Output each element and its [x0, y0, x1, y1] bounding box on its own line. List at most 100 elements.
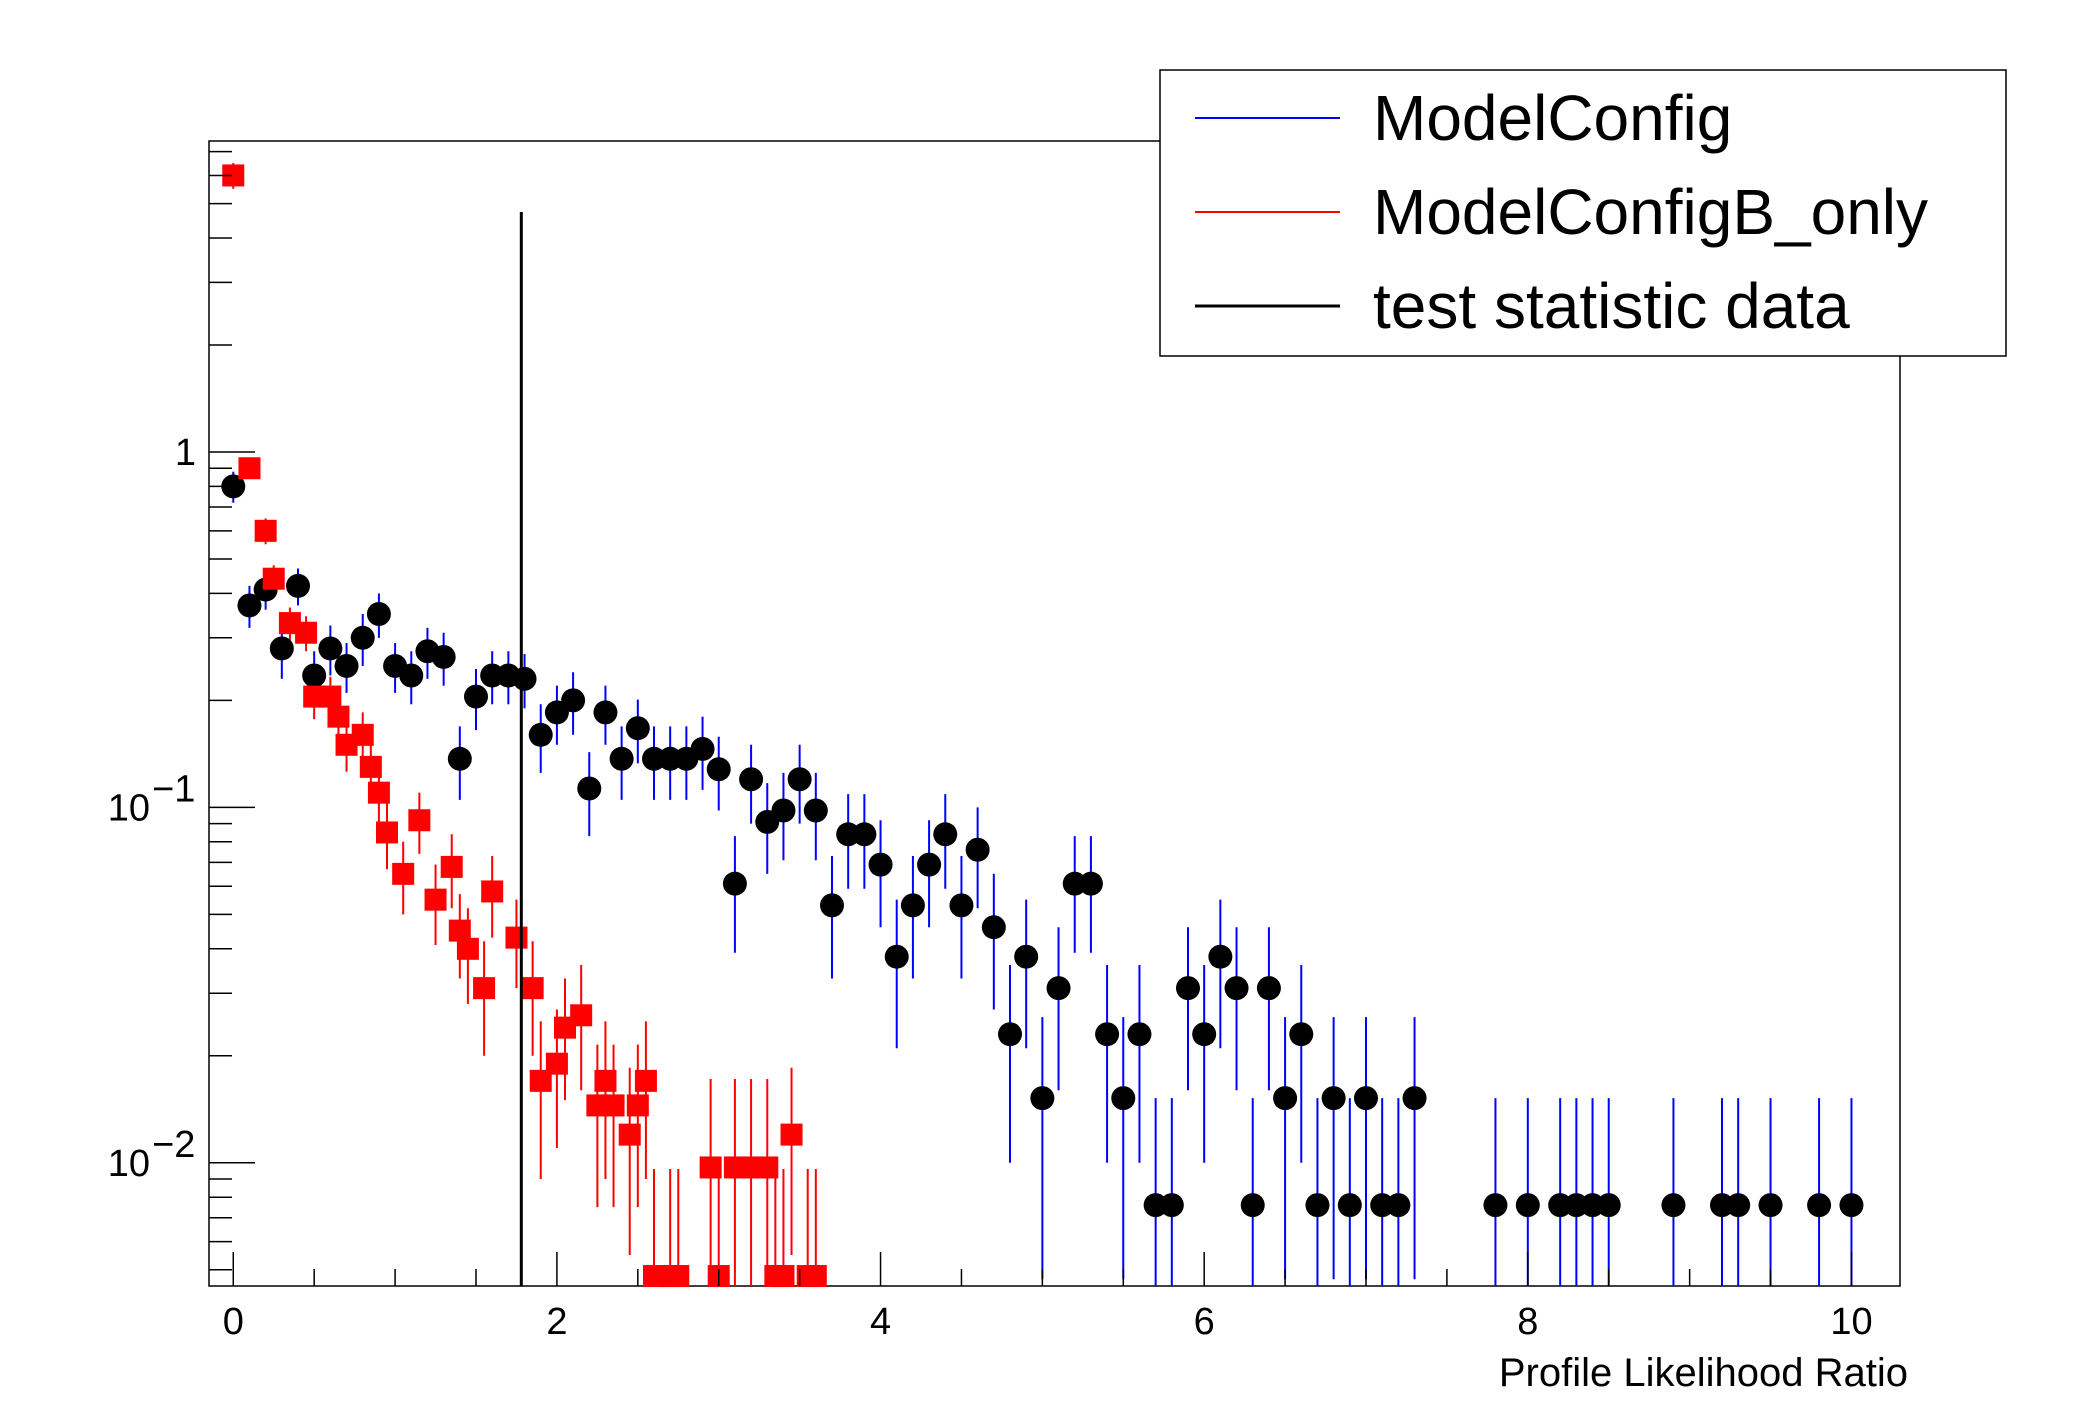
modelconfig-point — [1807, 1193, 1832, 1218]
modelconfig-point — [577, 776, 602, 801]
y-tick-exponent: −1 — [152, 768, 195, 810]
modelconfig-point — [949, 893, 974, 918]
modelconfig-point — [350, 625, 375, 650]
modelconfig-point — [1354, 1086, 1378, 1111]
modelconfig-point — [286, 573, 310, 598]
x-tick-label: 2 — [546, 1301, 567, 1343]
modelconfig-point — [722, 871, 747, 896]
y-tick-label: 10 — [108, 1143, 150, 1185]
modelconfig-point — [609, 746, 634, 771]
x-axis: 0 2 4 6 8 10 — [223, 1252, 1873, 1343]
modelconfig-point — [1208, 944, 1233, 969]
modelconfig-point — [561, 688, 586, 713]
modelconfig-point — [431, 644, 456, 669]
modelconfigb-only-point — [351, 723, 374, 746]
modelconfig-point — [739, 767, 764, 792]
modelconfigb-only-point — [521, 977, 544, 1000]
modelconfig-point — [1402, 1086, 1427, 1111]
modelconfig-point — [868, 852, 893, 877]
x-tick-label: 6 — [1194, 1301, 1215, 1343]
modelconfig-point — [1224, 976, 1249, 1001]
modelconfigb-only-point — [408, 809, 431, 832]
modelconfig-point — [706, 757, 731, 782]
modelconfigb-only-point — [456, 937, 479, 960]
modelconfig-point — [900, 893, 925, 918]
modelconfigb-only-point — [602, 1094, 625, 1117]
modelconfig-point — [1386, 1193, 1411, 1218]
modelconfigb-only-point — [392, 862, 415, 885]
modelconfig-point — [1483, 1193, 1508, 1218]
modelconfig-point — [884, 944, 909, 969]
legend: ModelConfig ModelConfigB_only test stati… — [1159, 69, 2007, 357]
modelconfig-point — [1305, 1193, 1330, 1218]
modelconfig-point — [1127, 1022, 1152, 1047]
modelconfigb-only-point — [570, 1004, 593, 1027]
modelconfigb-only-point — [618, 1123, 641, 1146]
modelconfig-point — [1321, 1086, 1346, 1111]
modelconfig-point — [917, 852, 942, 877]
modelconfig-point — [237, 593, 262, 618]
modelconfig-point — [221, 474, 246, 499]
modelconfig-point — [593, 700, 618, 725]
modelconfigb-only-point — [367, 781, 390, 804]
modelconfig-point — [803, 798, 828, 823]
modelconfig-point — [1515, 1193, 1540, 1218]
modelconfig-point — [1176, 976, 1200, 1001]
modelconfig-point — [464, 684, 488, 709]
modelconfigb-only-point — [254, 519, 277, 542]
modelconfig-point — [1095, 1022, 1120, 1047]
modelconfig-point — [1273, 1086, 1298, 1111]
y-tick-label: 1 — [175, 432, 196, 474]
modelconfig-point — [787, 767, 812, 792]
modelconfigb-only-point — [481, 880, 504, 903]
modelconfig-point — [981, 915, 1006, 940]
modelconfigb-only-point — [772, 1265, 795, 1288]
modelconfigb-only-point — [440, 855, 463, 878]
modelconfigb-only-point — [699, 1156, 722, 1179]
modelconfig-point — [1256, 976, 1281, 1001]
modelconfigb-only-point — [319, 685, 342, 708]
modelconfigb-only-point — [222, 164, 245, 187]
x-tick-label: 8 — [1517, 1301, 1538, 1343]
modelconfigb-only-point — [626, 1094, 649, 1117]
modelconfigb-only-point — [594, 1069, 617, 1092]
modelconfigb-only-point — [473, 977, 496, 1000]
modelconfigb-only-point — [327, 705, 350, 728]
modelconfig-point — [1289, 1022, 1314, 1047]
modelconfigb-only-point — [295, 621, 318, 644]
modelconfig-point — [625, 716, 650, 741]
modelconfigb-only-point — [756, 1156, 779, 1179]
modelconfigb-only-point — [634, 1069, 657, 1092]
modelconfig-point — [269, 636, 294, 661]
modelconfig-point — [998, 1022, 1022, 1047]
modelconfig-point — [528, 722, 553, 747]
y-axis: 10 −210 −11 — [108, 150, 255, 1271]
modelconfig-point — [1839, 1193, 1864, 1218]
modelconfig-point — [318, 636, 343, 661]
x-tick-label: 10 — [1830, 1301, 1872, 1343]
modelconfig-point — [820, 893, 844, 918]
x-tick-label: 0 — [223, 1301, 244, 1343]
x-tick-label: 4 — [870, 1301, 891, 1343]
modelconfigb-only-point — [238, 457, 261, 480]
modelconfigb-only-point — [529, 1069, 552, 1092]
modelconfig-point — [1078, 871, 1103, 896]
legend-label-modelconfig: ModelConfig — [1373, 82, 1732, 154]
modelconfigb-only-point — [804, 1265, 827, 1288]
modelconfigb-only-point — [448, 919, 471, 942]
modelconfig-point — [512, 666, 537, 691]
modelconfig-point — [334, 653, 359, 678]
modelconfigb-only-point — [262, 567, 285, 590]
modelconfig-point — [1046, 976, 1071, 1001]
markers-layer — [221, 164, 1864, 1288]
modelconfigb-only-point — [376, 821, 398, 844]
modelconfig-point — [1030, 1086, 1055, 1111]
modelconfig-point — [690, 736, 715, 761]
y-tick-label: 10 — [108, 787, 150, 829]
modelconfig-point — [1726, 1193, 1751, 1218]
modelconfig-point — [1596, 1193, 1621, 1218]
modelconfig-point — [1758, 1193, 1783, 1218]
modelconfig-point — [852, 822, 877, 847]
modelconfig-point — [933, 822, 958, 847]
modelconfigb-only-point — [359, 755, 382, 778]
